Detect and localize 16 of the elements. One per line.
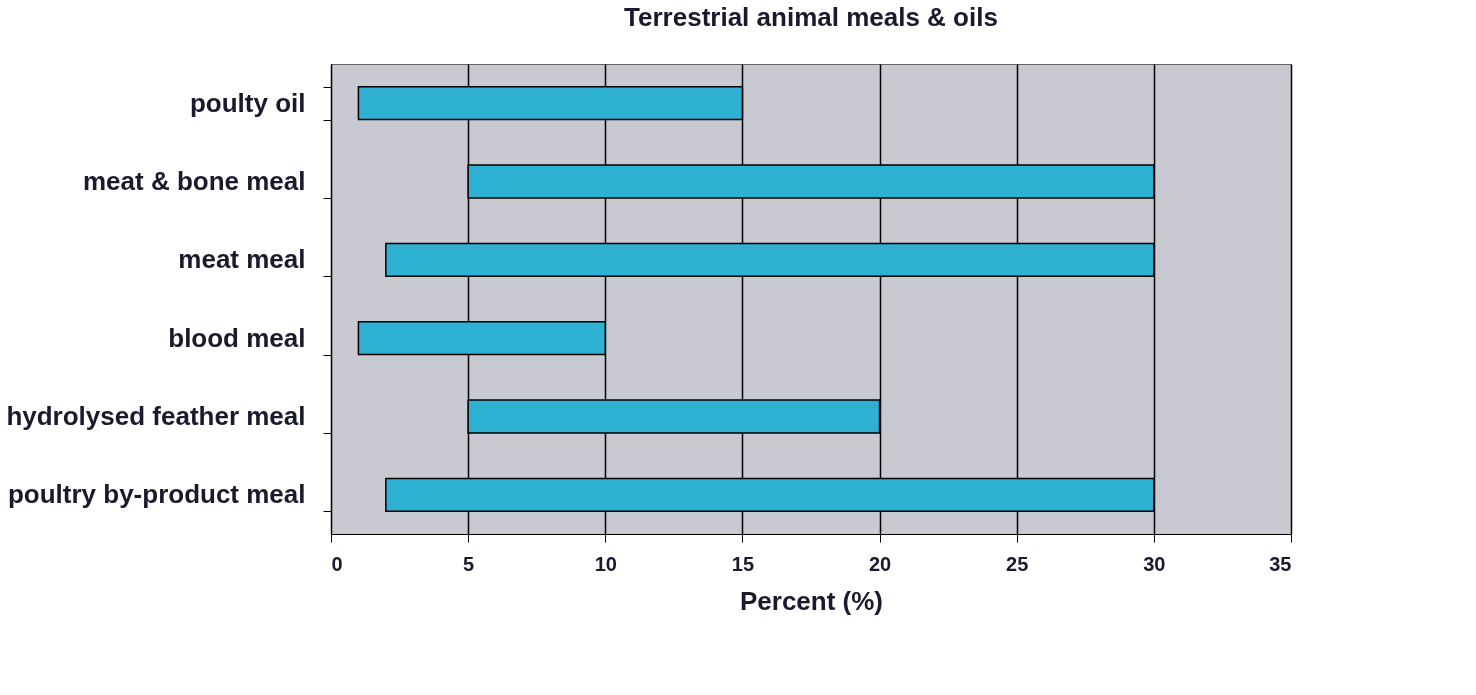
x-axis-title: Percent (%) <box>739 585 884 616</box>
x-tick-label: 25 <box>1006 552 1029 575</box>
chart-title: Terrestrial animal meals & oils <box>624 2 998 32</box>
y-tick-label: meat & bone meal <box>82 166 306 196</box>
x-tick-label: 35 <box>1269 552 1292 575</box>
x-tick-label: 10 <box>594 552 617 575</box>
y-tick-label: poulty oil <box>189 87 306 118</box>
y-tick-label: hydrolysed feather meal <box>6 401 306 431</box>
x-tick-label: 5 <box>463 552 475 575</box>
x-tick-label: 20 <box>868 552 892 575</box>
y-tick-label: blood meal <box>168 322 306 353</box>
y-tick-label: poultry by-product meal <box>7 479 306 510</box>
x-tick-label: 30 <box>1143 552 1166 575</box>
y-tick-label: meat meal <box>178 244 306 275</box>
x-tick-label: 0 <box>331 552 343 575</box>
x-tick-label: 15 <box>731 552 755 575</box>
